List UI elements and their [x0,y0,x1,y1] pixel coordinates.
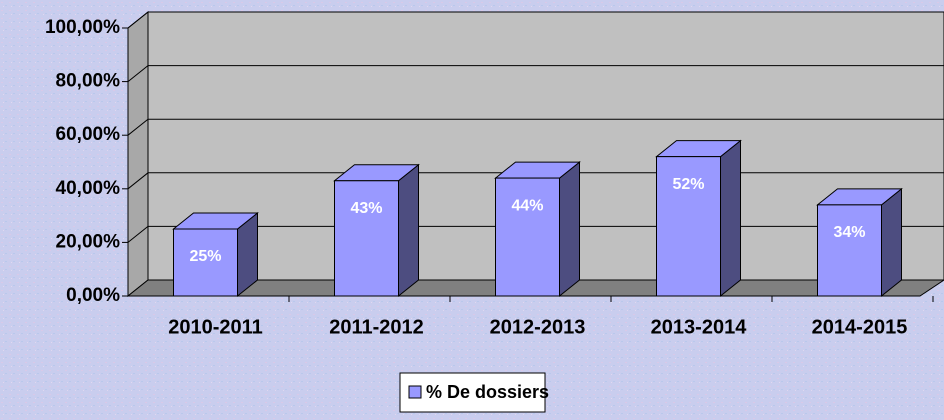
bar-side [881,187,902,298]
y-tick-label: 60,00% [56,124,121,145]
bar [817,204,882,297]
x-tick-label: 2013-2014 [651,316,748,338]
grid-line [127,118,944,136]
value-label: 25% [189,248,221,265]
y-tick-label: 40,00% [56,178,121,199]
bar [173,228,238,297]
bar-side [720,139,741,298]
legend: % De dossiers [399,372,549,413]
bar-side [559,161,580,298]
bar [495,177,560,297]
y-tick-label: 0,00% [66,285,120,306]
x-tick-label: 2014-2015 [812,316,908,338]
x-tick-label: 2012-2013 [490,316,586,338]
y-tick-label: 20,00% [56,231,121,252]
bar [656,156,721,297]
value-label: 52% [672,176,704,193]
legend-box [399,372,546,413]
grid-line [127,11,944,29]
y-tick-label: 100,00% [45,17,120,38]
bar-side [398,163,419,298]
value-label: 34% [833,224,865,241]
bar [334,180,399,297]
value-label: 43% [350,200,382,217]
legend-swatch [408,385,422,399]
x-tick-label: 2011-2012 [329,316,424,338]
grid-line [127,65,944,82]
y-tick-label: 80,00% [56,71,121,92]
value-label: 44% [511,197,543,214]
legend-label: % De dossiers [426,382,549,402]
x-tick-label: 2010-2011 [168,316,263,338]
side-wall [127,10,149,298]
